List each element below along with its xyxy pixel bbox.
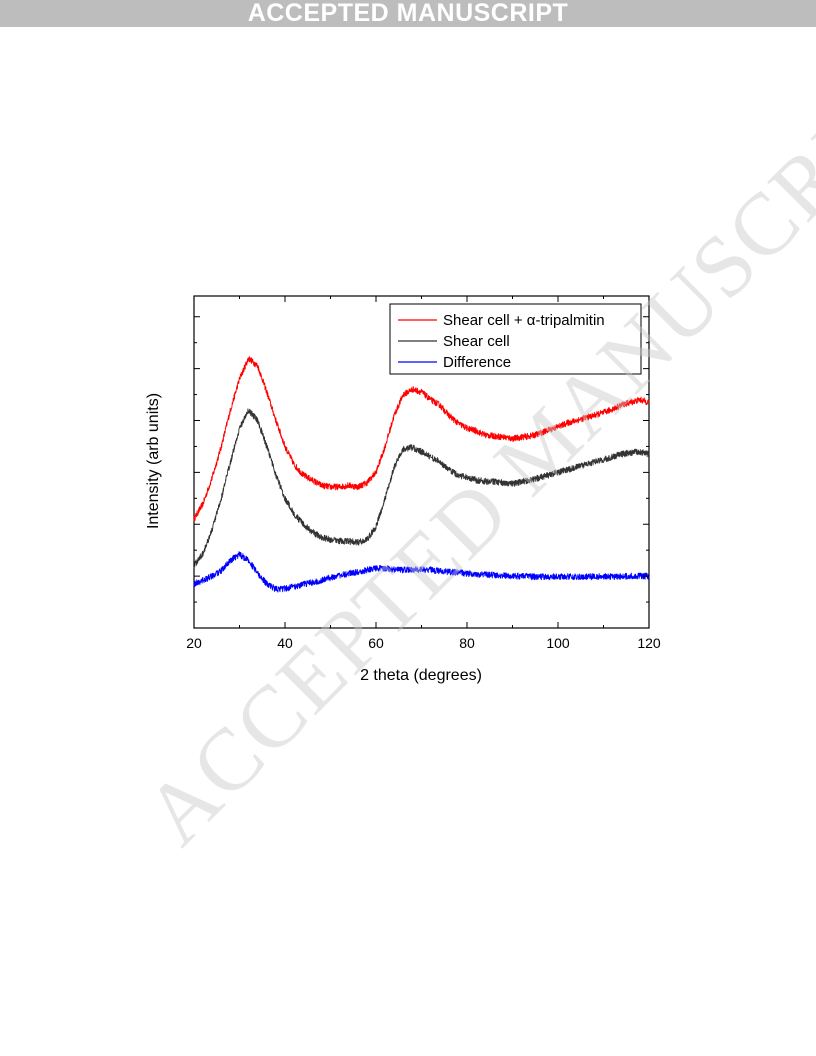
x-tick-label: 20 <box>186 635 202 651</box>
series-line-3 <box>193 551 650 593</box>
y-axis-label: Intensity (arb units) <box>145 393 162 529</box>
legend-label: Shear cell <box>443 333 510 350</box>
series-line-2 <box>193 408 650 569</box>
series-layer <box>193 356 650 593</box>
y-axis-ticks <box>194 316 649 629</box>
legend: Shear cell + α-tripalmitin Shear cell Diff… <box>389 303 642 375</box>
x-tick-label: 40 <box>277 635 293 651</box>
x-axis-ticks: 20 40 60 80 100 120 <box>186 296 661 651</box>
accepted-manuscript-banner: ACCEPTED MANUSCRIPT <box>0 0 816 27</box>
x-axis-label: 2 theta (degrees) <box>360 667 482 684</box>
x-tick-label: 100 <box>546 635 570 651</box>
legend-label: Difference <box>443 354 511 371</box>
x-tick-label: 80 <box>459 635 475 651</box>
series-line-1 <box>193 356 650 522</box>
x-tick-label: 120 <box>637 635 661 651</box>
x-tick-label: 60 <box>368 635 384 651</box>
legend-label: Shear cell + α-tripalmitin <box>443 312 605 329</box>
